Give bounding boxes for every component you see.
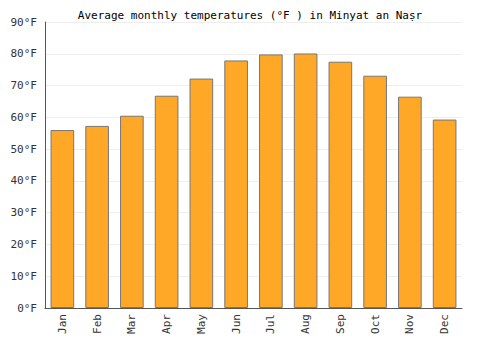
svg-text:20°F: 20°F <box>11 238 38 251</box>
svg-text:80°F: 80°F <box>11 47 38 60</box>
svg-text:60°F: 60°F <box>11 111 38 124</box>
svg-text:90°F: 90°F <box>11 16 38 29</box>
svg-text:Nov: Nov <box>403 314 416 334</box>
svg-text:Jan: Jan <box>56 314 69 334</box>
svg-text:10°F: 10°F <box>11 270 38 283</box>
svg-text:70°F: 70°F <box>11 79 38 92</box>
svg-text:Feb: Feb <box>91 314 104 334</box>
svg-text:Average monthly temperatures (: Average monthly temperatures (°F ) in Mi… <box>78 9 423 22</box>
svg-text:Aug: Aug <box>299 314 312 334</box>
svg-text:Oct: Oct <box>369 314 382 334</box>
svg-text:Dec: Dec <box>438 314 451 334</box>
svg-text:Jul: Jul <box>264 314 277 334</box>
svg-text:Mar: Mar <box>125 314 138 334</box>
svg-text:Jun: Jun <box>230 314 243 334</box>
svg-text:30°F: 30°F <box>11 206 38 219</box>
svg-text:Apr: Apr <box>160 314 173 334</box>
svg-text:0°F: 0°F <box>17 302 37 315</box>
svg-text:40°F: 40°F <box>11 174 38 187</box>
svg-text:May: May <box>195 314 208 334</box>
svg-text:Sep: Sep <box>334 314 347 334</box>
svg-text:50°F: 50°F <box>11 143 38 156</box>
